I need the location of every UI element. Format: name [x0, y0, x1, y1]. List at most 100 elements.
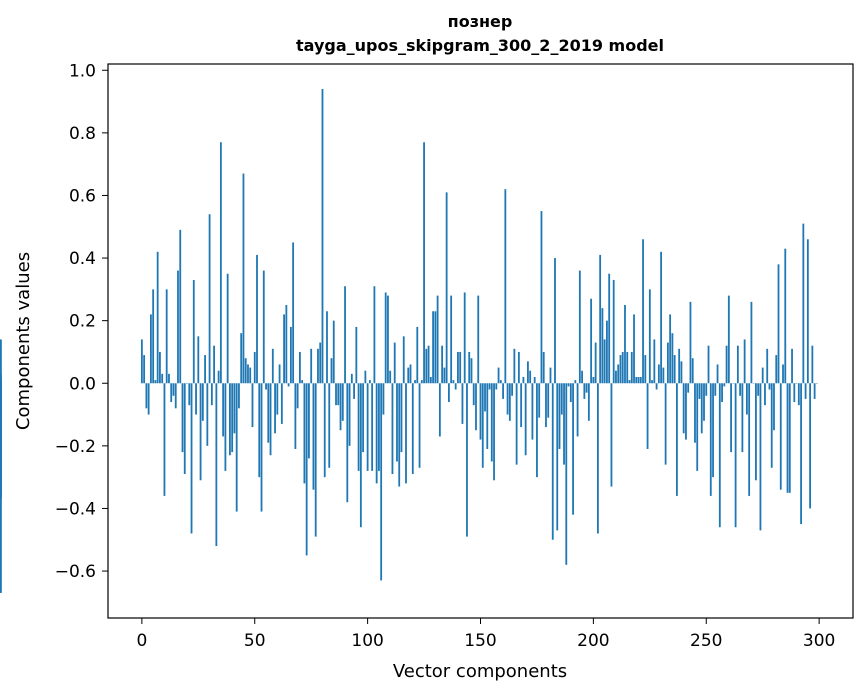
bar: [657, 364, 660, 384]
bar: [673, 355, 676, 384]
bar: [547, 383, 550, 418]
bar-series: [0, 89, 818, 593]
bar: [346, 383, 349, 503]
bar: [366, 383, 369, 471]
bar: [524, 383, 527, 456]
bar: [319, 342, 322, 384]
bar: [163, 383, 166, 496]
bar: [637, 376, 640, 384]
bar: [414, 380, 416, 384]
bar: [495, 383, 498, 390]
bar: [736, 345, 739, 384]
y-tick-label: 0.0: [69, 374, 96, 394]
y-tick-label: 0.2: [69, 312, 96, 332]
bar: [447, 383, 450, 403]
bar: [197, 336, 200, 384]
bar: [265, 383, 267, 390]
bar: [396, 383, 398, 462]
bar: [238, 383, 240, 409]
bar: [563, 383, 565, 465]
y-axis-label: Components values: [13, 252, 34, 430]
y-tick-label: 1.0: [69, 61, 96, 81]
bar: [542, 351, 545, 384]
bar: [813, 383, 816, 399]
bar: [757, 383, 760, 396]
bar: [229, 383, 231, 456]
bar: [718, 383, 721, 528]
bar: [594, 342, 597, 384]
bar: [314, 383, 317, 537]
bar: [660, 251, 663, 384]
bar: [147, 383, 150, 415]
bar: [612, 279, 615, 384]
bar: [172, 383, 175, 396]
bar: [700, 383, 703, 434]
bar: [371, 383, 374, 471]
bar: [427, 345, 430, 384]
bar: [567, 383, 570, 387]
bar: [529, 370, 532, 384]
bar: [479, 383, 482, 440]
bar: [174, 383, 177, 409]
bar: [407, 367, 410, 384]
bar: [317, 348, 319, 384]
bar: [253, 351, 256, 384]
bar: [766, 348, 769, 384]
bar: [459, 351, 462, 384]
bar: [748, 383, 751, 496]
x-axis-ticks: 0 50 100 150 200 250 300: [136, 618, 835, 651]
bar: [549, 367, 552, 384]
bar: [603, 339, 606, 384]
bar: [368, 380, 371, 384]
bar: [730, 383, 732, 453]
bar: [362, 383, 365, 453]
bar: [420, 380, 423, 384]
bar: [606, 320, 608, 384]
bar: [303, 383, 306, 484]
bar: [691, 358, 694, 384]
bar: [450, 295, 453, 384]
bar: [382, 383, 385, 415]
bar: [454, 383, 457, 390]
bar: [443, 367, 446, 384]
bar: [276, 383, 279, 415]
bar: [653, 339, 656, 384]
bar: [712, 383, 714, 478]
bar: [434, 311, 437, 384]
bar: [680, 361, 683, 384]
bar: [696, 383, 699, 471]
bar: [587, 383, 590, 421]
bar: [651, 380, 653, 384]
bar: [208, 214, 211, 384]
bar: [477, 295, 480, 384]
bar: [585, 383, 588, 393]
bar: [364, 370, 367, 384]
x-tick-label: 300: [803, 631, 835, 651]
bar: [759, 383, 762, 531]
bar: [181, 383, 184, 453]
bar: [705, 383, 708, 396]
bar: [716, 364, 719, 384]
y-tick-label: −0.6: [55, 562, 96, 582]
chart-subtitle: tayga_upos_skipgram_300_2_2019 model: [296, 36, 664, 55]
bar: [517, 351, 520, 384]
bar: [617, 364, 620, 384]
bar: [800, 383, 802, 525]
bar: [527, 361, 529, 384]
bar: [274, 383, 276, 434]
bar: [590, 298, 593, 384]
bar: [344, 286, 346, 384]
y-tick-label: 0.8: [69, 124, 96, 144]
bar: [574, 380, 577, 384]
bar: [308, 383, 310, 459]
bar: [788, 383, 791, 493]
bar: [554, 258, 556, 384]
bar: [438, 383, 441, 437]
bar: [391, 383, 394, 475]
bar: [357, 383, 360, 471]
bar: [287, 383, 290, 387]
bar: [741, 383, 744, 453]
bar: [328, 383, 331, 468]
bar: [294, 383, 297, 449]
bar: [761, 367, 764, 384]
